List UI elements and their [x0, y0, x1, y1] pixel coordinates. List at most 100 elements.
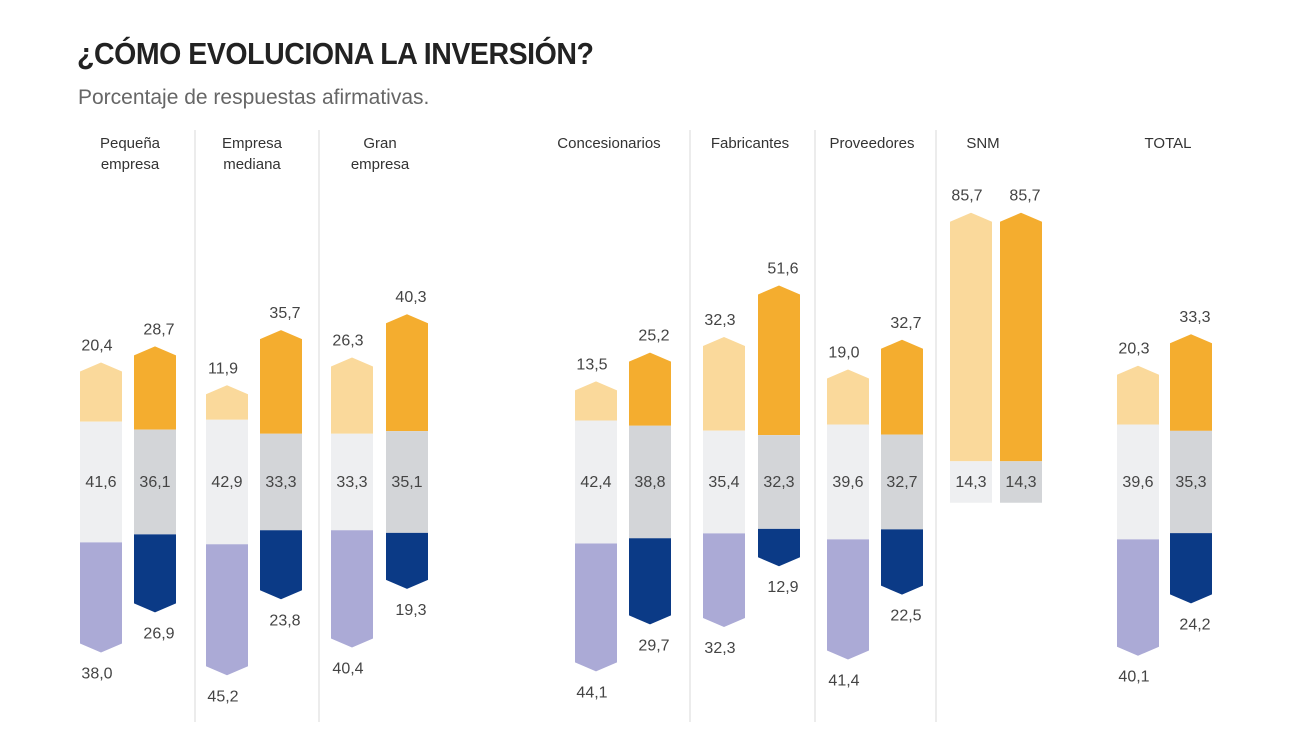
- bar-segment-top: [1170, 334, 1212, 431]
- bar-segment-top: [629, 352, 671, 426]
- bar-segment-top: [758, 285, 800, 436]
- bar-segment-top: [206, 385, 248, 420]
- bar-segment-bottom: [80, 542, 122, 653]
- value-label-top: 26,3: [332, 332, 363, 349]
- value-label-middle: 33,3: [265, 474, 296, 491]
- bar-segment-top: [827, 369, 869, 425]
- value-label-middle: 42,9: [211, 474, 242, 491]
- value-label-bottom: 29,7: [638, 637, 669, 654]
- bar-segment-middle: [950, 461, 992, 503]
- bar-segment-bottom: [331, 530, 373, 648]
- bar-segment-top: [260, 330, 302, 434]
- value-label-top: 40,3: [395, 289, 426, 306]
- value-label-top: 85,7: [951, 188, 982, 205]
- bar-segment-top: [386, 314, 428, 432]
- value-label-bottom: 23,8: [269, 612, 300, 629]
- value-label-bottom: 12,9: [767, 579, 798, 596]
- bar-segment-bottom: [881, 529, 923, 595]
- bar-segment-bottom: [827, 539, 869, 660]
- value-label-top: 32,7: [890, 315, 921, 332]
- value-label-bottom: 45,2: [207, 688, 238, 705]
- value-label-middle: 35,1: [391, 474, 422, 491]
- bar-segment-middle: [827, 424, 869, 540]
- value-label-top: 35,7: [269, 305, 300, 322]
- bar-segment-bottom: [575, 543, 617, 672]
- value-label-middle: 39,6: [1122, 474, 1153, 491]
- value-label-bottom: 38,0: [81, 666, 112, 683]
- bar-segment-middle: [134, 429, 176, 535]
- value-label-bottom: 40,1: [1118, 669, 1149, 686]
- bar-segment-middle: [703, 430, 745, 534]
- bar-segment-bottom: [260, 530, 302, 600]
- value-label-bottom: 24,2: [1179, 616, 1210, 633]
- bar-segment-top: [881, 339, 923, 435]
- bar-segment-bottom: [1117, 539, 1159, 656]
- value-label-middle: 35,4: [708, 474, 739, 491]
- value-label-top: 11,9: [208, 360, 238, 377]
- value-label-top: 20,4: [81, 338, 112, 355]
- value-label-top: 25,2: [638, 328, 669, 345]
- value-label-bottom: 32,3: [704, 640, 735, 657]
- value-label-top: 13,5: [576, 356, 607, 373]
- bar-segment-top: [575, 381, 617, 421]
- value-label-middle: 35,3: [1175, 474, 1206, 491]
- value-label-bottom: 19,3: [395, 602, 426, 619]
- group-label: Proveedores: [829, 135, 914, 152]
- chart-subtitle: Porcentaje de respuestas afirmativas.: [78, 86, 430, 109]
- bar-segment-top: [331, 357, 373, 434]
- bar-segment-bottom: [703, 533, 745, 627]
- bar-segment-top: [703, 337, 745, 431]
- value-label-top: 19,0: [828, 344, 859, 361]
- value-label-bottom: 26,9: [143, 625, 174, 642]
- bar-segment-top: [80, 362, 122, 422]
- value-label-bottom: 40,4: [332, 660, 363, 677]
- group-label: Concesionarios: [557, 135, 660, 152]
- bar-segment-middle: [1000, 461, 1042, 503]
- value-label-middle: 33,3: [336, 474, 367, 491]
- group-label: empresa: [101, 156, 160, 173]
- value-label-top: 33,3: [1179, 309, 1210, 326]
- bar-segment-bottom: [629, 538, 671, 625]
- value-label-top: 85,7: [1009, 188, 1040, 205]
- bar-segment-middle: [260, 433, 302, 531]
- bar-segment-middle: [206, 419, 248, 545]
- value-label-top: 20,3: [1118, 341, 1149, 358]
- chart-title: ¿CÓMO EVOLUCIONA LA INVERSIÓN?: [77, 36, 594, 71]
- bar-segment-middle: [80, 421, 122, 543]
- value-label-top: 28,7: [143, 321, 174, 338]
- bar-segment-middle: [629, 425, 671, 539]
- value-label-bottom: 22,5: [890, 608, 921, 625]
- bar-segment-middle: [1117, 424, 1159, 540]
- value-label-middle: 14,3: [955, 474, 986, 491]
- bar-segment-middle: [331, 433, 373, 531]
- group-label: Pequeña: [100, 135, 161, 152]
- value-label-middle: 36,1: [139, 474, 170, 491]
- bar-segment-middle: [575, 420, 617, 544]
- bar-segment-top: [950, 212, 992, 462]
- bar-segment-middle: [386, 431, 428, 533]
- value-label-bottom: 44,1: [576, 684, 607, 701]
- bar-segment-bottom: [206, 544, 248, 676]
- value-label-middle: 14,3: [1005, 474, 1036, 491]
- bar-segment-top: [1000, 212, 1042, 462]
- value-label-middle: 42,4: [580, 474, 611, 491]
- group-label: Gran: [363, 135, 396, 152]
- bar-segment-bottom: [134, 534, 176, 613]
- bar-segment-top: [134, 346, 176, 430]
- bar-segment-bottom: [1170, 533, 1212, 604]
- group-label: TOTAL: [1145, 135, 1192, 152]
- group-label: Fabricantes: [711, 135, 789, 152]
- group-label: Empresa: [222, 135, 283, 152]
- group-label: SNM: [966, 135, 999, 152]
- bar-segment-top: [1117, 365, 1159, 425]
- group-label: mediana: [223, 156, 281, 173]
- value-label-top: 51,6: [767, 261, 798, 278]
- value-label-top: 32,3: [704, 312, 735, 329]
- value-label-middle: 41,6: [85, 474, 116, 491]
- bar-segment-middle: [881, 434, 923, 530]
- value-label-middle: 38,8: [634, 474, 665, 491]
- value-label-middle: 32,7: [886, 474, 917, 491]
- bar-segment-middle: [758, 435, 800, 529]
- value-label-bottom: 41,4: [828, 672, 859, 689]
